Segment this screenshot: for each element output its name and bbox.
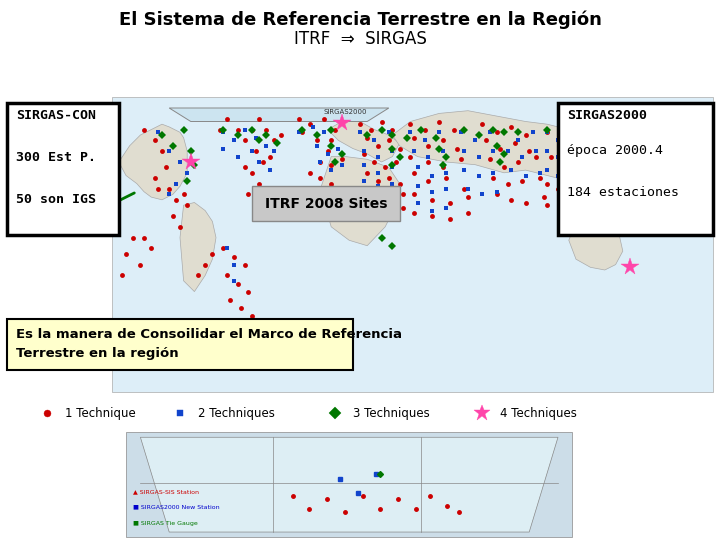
Text: ■ SIRGAS Tie Gauge: ■ SIRGAS Tie Gauge: [133, 521, 198, 525]
FancyBboxPatch shape: [7, 103, 119, 235]
Text: El Sistema de Referencia Terrestre en la Región: El Sistema de Referencia Terrestre en la…: [119, 11, 601, 29]
FancyBboxPatch shape: [7, 319, 353, 370]
Text: SIRGAS2000: SIRGAS2000: [567, 109, 647, 122]
Text: 2 Techniques: 2 Techniques: [198, 407, 275, 420]
Text: 1 Technique: 1 Technique: [65, 407, 135, 420]
Text: ITRF 2008 Sites: ITRF 2008 Sites: [264, 197, 387, 211]
Text: 4 Techniques: 4 Techniques: [500, 407, 577, 420]
Polygon shape: [328, 122, 400, 162]
Text: ITRF  ⇒  SIRGAS: ITRF ⇒ SIRGAS: [294, 30, 426, 48]
Polygon shape: [569, 219, 623, 270]
Polygon shape: [320, 157, 400, 246]
Text: época 2000.4

184 estaciones: época 2000.4 184 estaciones: [567, 144, 679, 199]
Text: 3 Techniques: 3 Techniques: [353, 407, 430, 420]
Polygon shape: [392, 111, 619, 181]
Text: SIRGAS2000: SIRGAS2000: [324, 109, 367, 115]
Polygon shape: [140, 437, 558, 532]
Polygon shape: [180, 202, 216, 292]
Text: Es la manera de Consoilidar el Marco de Referencia
Terrestre en la región: Es la manera de Consoilidar el Marco de …: [16, 328, 402, 360]
FancyBboxPatch shape: [126, 432, 572, 537]
Text: ▲ SIRGAS-SIS Station: ▲ SIRGAS-SIS Station: [133, 489, 199, 494]
Text: SIRGAS-CON

300 Est P.

50 son IGS: SIRGAS-CON 300 Est P. 50 son IGS: [16, 109, 96, 206]
Text: ■ SIRGAS2000 New Station: ■ SIRGAS2000 New Station: [133, 505, 220, 510]
FancyBboxPatch shape: [112, 97, 713, 391]
FancyBboxPatch shape: [252, 186, 400, 221]
FancyBboxPatch shape: [558, 103, 713, 235]
Polygon shape: [169, 108, 389, 122]
Polygon shape: [119, 124, 187, 200]
